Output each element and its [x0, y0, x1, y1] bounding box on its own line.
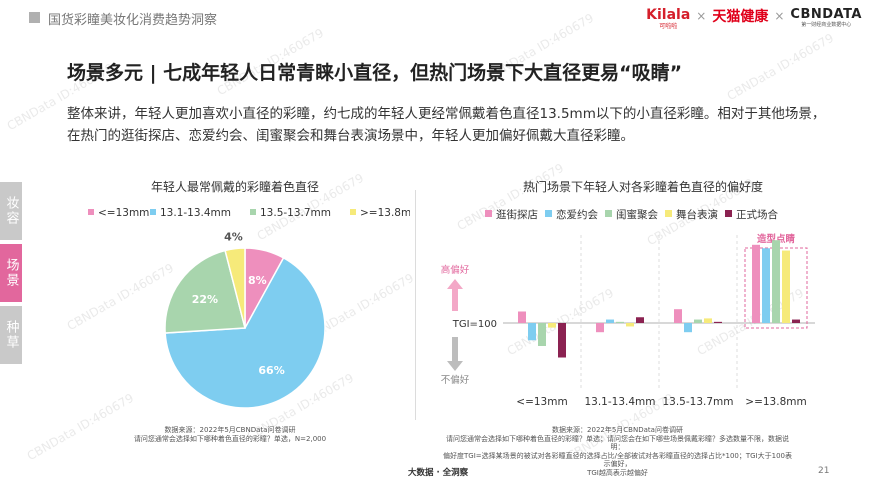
cbndata-logo: CBNDATA 第一财经商业数据中心 [790, 8, 862, 29]
top-bar: 国货彩瞳美妆化消费趋势洞察 Kilala 可啦啦 × 天猫健康 × CBNDAT… [0, 0, 882, 38]
brand-logos: Kilala 可啦啦 × 天猫健康 × CBNDATA 第一财经商业数据中心 [646, 8, 862, 32]
pie-legend-label: 13.5-13.7mm [260, 207, 331, 219]
side-tab-makeup[interactable]: 妆容 [0, 182, 22, 240]
tgi-bar [782, 250, 790, 323]
tgi-bar [626, 323, 634, 327]
category-tick-label: <=13mm [516, 396, 567, 408]
tgi-bar [528, 323, 536, 341]
tgi-bar [548, 323, 556, 328]
tgi-bar [694, 319, 702, 323]
pie-legend-label: <=13mm [98, 207, 149, 219]
side-tab-seeding[interactable]: 种草 [0, 306, 22, 364]
bar-legend-swatch [605, 210, 612, 217]
pie-chart-title: 年轻人最常佩戴的彩瞳着色直径 [151, 179, 319, 194]
tgi-bar [558, 323, 566, 358]
pie-slice [164, 249, 246, 334]
report-title: 国货彩瞳美妆化消费趋势洞察 [48, 13, 218, 28]
tgi-bar [772, 240, 780, 323]
kilala-logo-text: Kilala [646, 7, 691, 23]
tgi-bar [538, 323, 546, 346]
tgi-bar [704, 318, 712, 323]
highlight-label: 造型点睛 [757, 233, 796, 245]
tgi-bar [616, 321, 624, 323]
pie-slice [224, 247, 246, 329]
cbndata-logo-subtext: 第一财经商业数据中心 [801, 22, 852, 28]
title-marker-icon [29, 12, 40, 23]
bar-legend-label: 逛街探店 [496, 208, 538, 221]
tgi-baseline-label: TGI=100 [452, 319, 497, 330]
category-tick-label: >=13.8mm [745, 396, 806, 408]
bar-legend-swatch [545, 210, 552, 217]
pie-legend-swatch [150, 209, 156, 215]
high-preference-label: 高偏好 [441, 264, 470, 276]
bar-legend-label: 恋爱约会 [556, 208, 598, 221]
tgi-bar [674, 309, 682, 323]
pie-legend-label: 13.1-13.4mm [160, 207, 231, 219]
tgi-bar [684, 323, 692, 333]
pie-source-note: 数据来源：2022年5月CBNData问卷调研 请问您通常会选择如下哪种着色直径… [110, 426, 350, 443]
pie-chart: 年轻人最常佩戴的彩瞳着色直径 <=13mm 13.1-13.4mm 13.5-13.7… [88, 179, 410, 409]
tgi-bar [714, 321, 722, 323]
bar-source-line: 偏好度TGI=选择某场景的被试对各彩瞳直径的选择占比/全部被试对各彩瞳直径的选择… [443, 451, 792, 469]
bar-legend-label: 闺蜜聚会 [616, 208, 658, 221]
pie-slice-label: 66% [258, 364, 284, 377]
bar-legend-label: 舞台表演 [676, 208, 718, 221]
page-number: 21 [818, 466, 830, 476]
bar-legend-label: 正式场合 [736, 208, 778, 221]
pie-slice-label: 8% [248, 274, 267, 287]
side-tabs: 妆容 场景 种草 [0, 182, 22, 368]
kilala-logo-subtext: 可啦啦 [659, 23, 678, 30]
bar-legend-swatch [485, 210, 492, 217]
low-preference-label: 不偏好 [441, 374, 470, 386]
pie-legend-label: >=13.8mm [360, 207, 410, 219]
category-tick-label: 13.1-13.4mm [584, 396, 655, 408]
bar-source-line: TGI越高表示越偏好 [587, 468, 648, 477]
tgi-bar [752, 244, 760, 323]
arrow-down-icon [447, 337, 463, 371]
pie-slice-label: 22% [192, 293, 218, 306]
pie-slice [164, 256, 326, 409]
tgi-bar [606, 319, 614, 323]
chart-divider [415, 190, 416, 420]
bar-legend-swatch [665, 210, 672, 217]
bar-source-line: 数据来源：2022年5月CBNData问卷调研 [552, 426, 683, 434]
pie-source-line: 请问您通常会选择如下哪种着色直径的彩瞳？单选，N=2,000 [133, 434, 327, 443]
tgi-bar [762, 248, 770, 323]
page-summary: 整体来讲，年轻人更加喜欢小直径的彩瞳，约七成的年轻人更经常佩戴着色直径13.5m… [67, 106, 826, 144]
bar-source-note: 数据来源：2022年5月CBNData问卷调研 请问您通常会选择如下哪种着色直径… [440, 426, 795, 477]
pie-legend-swatch [88, 209, 94, 215]
pie-source-line: 数据来源：2022年5月CBNData问卷调研 [164, 426, 296, 434]
pie-slice-label: 4% [224, 231, 243, 244]
tgi-bar [636, 317, 644, 323]
category-tick-label: 13.5-13.7mm [662, 396, 733, 408]
brand-separator: × [696, 9, 707, 23]
watermark-text: CBNData ID:460679 [724, 30, 837, 104]
pie-legend-swatch [350, 209, 356, 215]
bar-legend-swatch [725, 210, 732, 217]
bar-chart-title: 热门场景下年轻人对各彩瞳着色直径的偏好度 [523, 179, 763, 194]
tgi-bar [596, 323, 604, 333]
kilala-logo: Kilala 可啦啦 [646, 8, 690, 31]
side-tab-scene[interactable]: 场景 [0, 244, 22, 302]
page-headline: 场景多元 | 七成年轻人日常青睐小直径，但热门场景下大直径更易“吸睛” [67, 62, 683, 84]
tgi-bar [792, 319, 800, 323]
brand-separator: × [774, 9, 785, 23]
bar-source-line: 请问您通常会选择如下哪种着色直径的彩瞳？单选；请问您会在如下哪些场景佩戴彩瞳？多… [446, 434, 789, 452]
cbndata-logo-text: CBNDATA [790, 7, 862, 22]
pie-legend-swatch [250, 209, 256, 215]
arrow-up-icon [447, 279, 463, 311]
tgi-bar [518, 311, 526, 323]
footer-brand: 大数据 · 全洞察 [408, 468, 469, 478]
tmall-health-logo: 天猫健康 [712, 9, 769, 25]
